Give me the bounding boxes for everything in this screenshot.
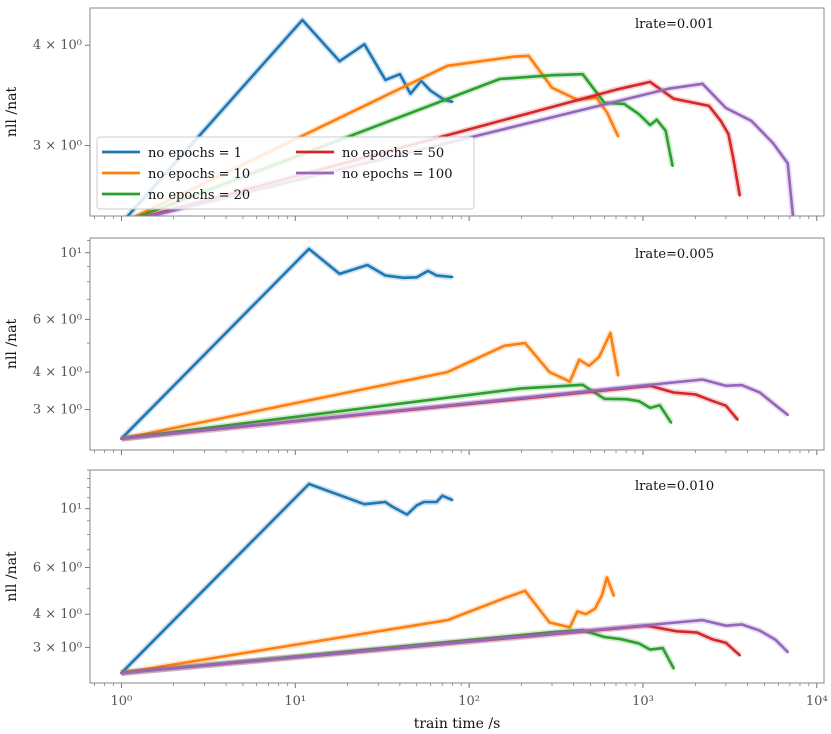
axes-frame (89, 237, 825, 451)
series-line-5 (120, 618, 789, 675)
panel-1: 3 × 10⁰ 4 × 10⁰ lrate=0.001 nll /nat no epoc… (4, 7, 825, 221)
series-line-3 (136, 72, 674, 216)
legend: no epochs = 1 no epochs = 10 no epochs = 2… (96, 136, 475, 210)
y-axis-title: nll /nat (4, 87, 20, 138)
y-axis-title: nll /nat (4, 551, 20, 602)
y-tick-label: 6 × 10⁰ (33, 312, 82, 327)
series-group (119, 481, 790, 676)
series-line-3 (120, 383, 673, 440)
legend-label-4: no epochs = 50 (342, 146, 444, 161)
series-line-2 (120, 576, 616, 675)
y-tick-label: 10¹ (60, 502, 82, 517)
legend-label-1: no epochs = 1 (148, 146, 242, 161)
series-group (119, 245, 790, 442)
y-tick-label: 10¹ (60, 246, 82, 261)
y-tick-label: 4 × 10⁰ (33, 365, 82, 380)
y-tick-label: 4 × 10⁰ (33, 38, 82, 53)
series-band-2 (120, 574, 617, 676)
panel-label: lrate=0.010 (635, 479, 714, 494)
series-line-5 (145, 82, 795, 216)
y-tick-label: 4 × 10⁰ (33, 607, 82, 622)
x-tick-label: 10¹ (284, 694, 306, 709)
y-tick-label: 3 × 10⁰ (33, 138, 82, 153)
panel-3: 3 × 10⁰ 4 × 10⁰ 6 × 10⁰ 10¹ 10⁰ 10¹ 10² 10³ 10⁴ l… (4, 469, 828, 709)
legend-label-2: no epochs = 10 (148, 167, 250, 182)
panel-label: lrate=0.005 (635, 247, 714, 262)
series-line-3 (120, 628, 675, 675)
series-line-2 (133, 54, 620, 216)
y-tick-label: 3 × 10⁰ (33, 403, 82, 418)
series-line-1 (126, 18, 454, 216)
legend-label-5: no epochs = 100 (342, 167, 452, 182)
y-axis-title: nll /nat (4, 319, 20, 370)
series-line-4 (143, 80, 741, 216)
axes-frame (89, 7, 825, 217)
legend-label-3: no epochs = 20 (148, 188, 250, 203)
series-line-2 (120, 331, 620, 440)
panel-label: lrate=0.001 (635, 17, 714, 32)
y-tick-label: 3 × 10⁰ (33, 640, 82, 655)
x-tick-label: 10⁴ (806, 694, 828, 709)
panel-2: 3 × 10⁰ 4 × 10⁰ 6 × 10⁰ 10¹ lrate=0.005 nll /… (4, 237, 825, 455)
series-line-5 (120, 378, 789, 440)
series-line-1 (120, 482, 454, 675)
x-axis-title: train time /s (414, 716, 501, 732)
y-tick-label: 6 × 10⁰ (33, 561, 82, 576)
x-tick-label: 10² (458, 694, 480, 709)
legend-box (96, 136, 475, 210)
x-tick-label: 10³ (632, 694, 654, 709)
axes-frame (89, 469, 825, 684)
series-group (123, 17, 796, 216)
x-tick-label: 10⁰ (110, 694, 132, 709)
series-line-1 (120, 247, 454, 440)
